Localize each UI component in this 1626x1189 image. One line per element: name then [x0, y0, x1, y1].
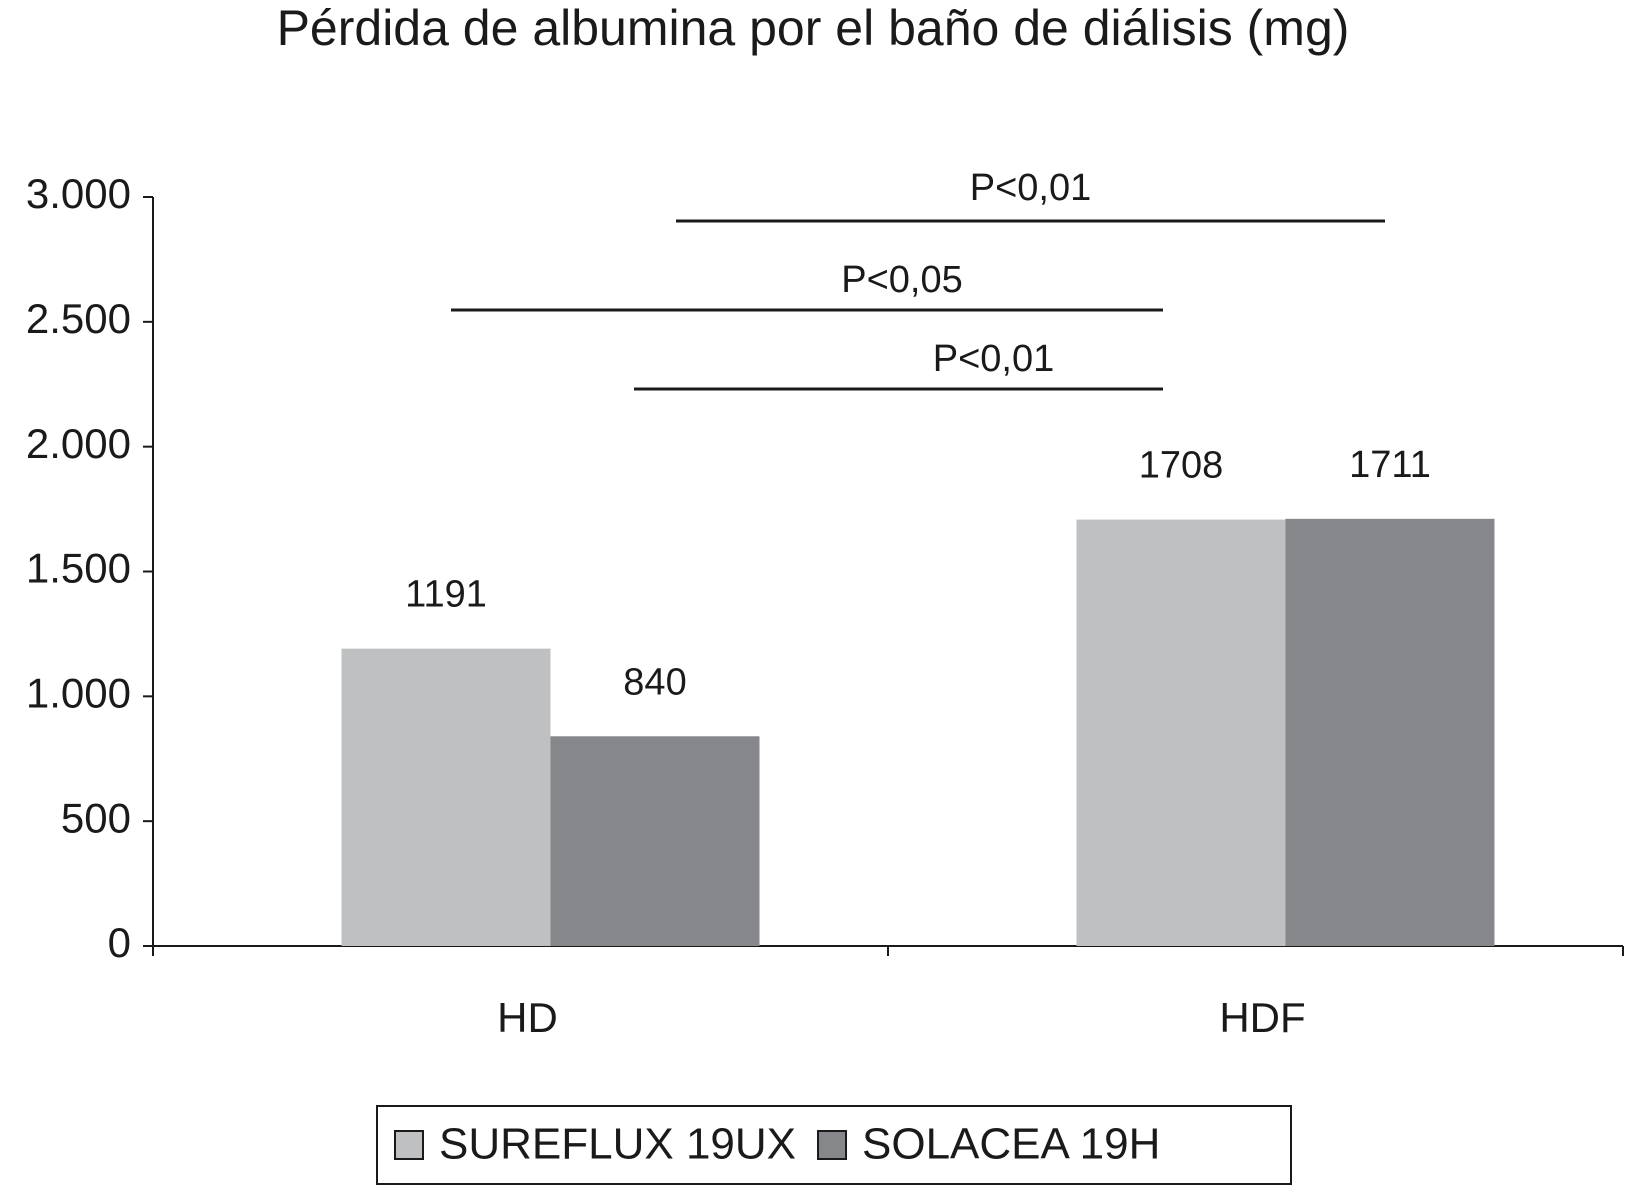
bar — [550, 736, 760, 946]
bar — [1076, 519, 1286, 946]
y-tick-label: 2.000 — [26, 420, 131, 467]
y-tick-label: 2.500 — [26, 295, 131, 342]
legend-swatch — [394, 1130, 424, 1160]
y-tick-label: 500 — [61, 794, 131, 841]
y-tick-label: 0 — [108, 919, 131, 966]
value-label: 1191 — [405, 574, 487, 616]
value-label: 1711 — [1349, 444, 1431, 486]
value-label: 840 — [623, 661, 686, 703]
x-tick-label: HDF — [1219, 994, 1305, 1041]
x-tick-label: HD — [497, 994, 558, 1041]
y-tick-label: 1.000 — [26, 669, 131, 716]
bar — [1285, 518, 1495, 946]
annotation: P<0,01 — [933, 338, 1055, 380]
annotation: P<0,01 — [970, 167, 1092, 209]
y-tick-label: 3.000 — [26, 170, 131, 217]
y-tick-label: 1.500 — [26, 545, 131, 592]
bar — [341, 648, 551, 946]
legend-swatch — [817, 1130, 848, 1160]
legend-label: SUREFLUX 19UX — [439, 1120, 796, 1169]
value-label: 1708 — [1139, 445, 1224, 487]
legend-label: SOLACEA 19H — [862, 1120, 1160, 1169]
chart-title: Pérdida de albumina por el baño de diáli… — [277, 0, 1350, 56]
annotation: P<0,05 — [841, 259, 963, 301]
